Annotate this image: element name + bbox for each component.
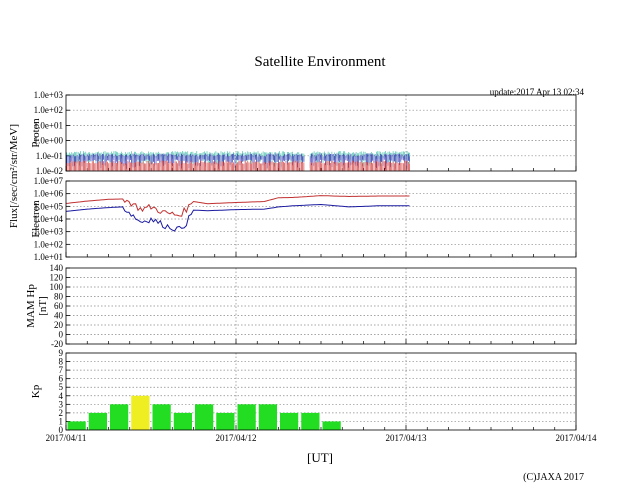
mam-ytick-label: 100 [50, 282, 64, 292]
proton-ytick-label: 1.0e+02 [34, 105, 63, 115]
mam-ytick-label: 120 [50, 273, 64, 283]
x-tick-label: 2017/04/11 [46, 433, 87, 443]
kp-ytick-label: 1 [59, 416, 64, 426]
proton-ytick-label: 1.0e+00 [34, 136, 64, 146]
x-tick-label: 2017/04/13 [385, 433, 427, 443]
mam-ylabel: MAM Hp [25, 284, 37, 328]
mam-yunit: [nT] [37, 296, 49, 316]
kp-ytick-label: 3 [59, 399, 64, 409]
electron-ylabel: Electron [30, 200, 42, 238]
proton-ytick-label: 1.0e-01 [36, 151, 63, 161]
electron-ytick-label: 1.0e+06 [34, 189, 64, 199]
kp-bar-10 [280, 412, 299, 430]
kp-bar-8 [237, 404, 256, 430]
kp-ytick-label: 8 [59, 357, 64, 367]
kp-bar-1 [88, 412, 107, 430]
x-tick-label: 2017/04/14 [555, 433, 597, 443]
kp-bar-0 [67, 421, 86, 430]
mam-ytick-label: 20 [54, 320, 64, 330]
electron-ytick-label: 1.0e+07 [34, 176, 64, 186]
copyright-text: (C)JAXA 2017 [523, 472, 584, 483]
mam-ytick-label: 140 [50, 263, 64, 273]
proton-series-2 [66, 160, 410, 171]
x-tick-label: 2017/04/12 [215, 433, 256, 443]
proton-ytick-label: 1.0e+01 [34, 120, 63, 130]
kp-ytick-label: 5 [59, 382, 64, 392]
electron-ytick-label: 1.0e+04 [34, 214, 64, 224]
proton-series-0 [66, 151, 410, 167]
proton-frame [65, 94, 577, 172]
electron-frame [65, 180, 577, 258]
mam-frame [65, 267, 577, 345]
electron-panel: 1.0e+07 1.0e+06 1.0e+05 1.0e+04 1.0e+03 1.0e+… [30, 176, 577, 262]
mam-ytick-label: 80 [54, 292, 64, 302]
update-timestamp: update:2017 Apr 13 02:34 [490, 87, 585, 97]
x-axis-unit: [UT] [307, 450, 333, 465]
kp-ytick-label: 6 [59, 374, 64, 384]
kp-ylabel: Kp [30, 384, 42, 398]
kp-bar-11 [301, 412, 320, 430]
electron-ytick-label: 1.0e+01 [34, 252, 63, 262]
proton-ytick-label: 1.0e-02 [36, 166, 63, 176]
electron-series-0 [65, 195, 410, 217]
kp-bar-12 [322, 421, 341, 430]
kp-ytick-label: 9 [59, 348, 64, 358]
kp-bar-6 [195, 404, 214, 430]
kp-bar-3 [131, 395, 150, 430]
electron-ytick-label: 1.0e+02 [34, 239, 63, 249]
kp-ytick-label: 4 [59, 391, 64, 401]
mam-ytick-label: 40 [54, 311, 64, 321]
proton-panel: 1.0e+03 1.0e+02 1.0e+01 1.0e+00 1.0e-01 1.0e-… [30, 90, 577, 176]
mam-ytick-label: -20 [51, 339, 63, 349]
kp-ytick-label: 2 [59, 408, 64, 418]
electron-series-1 [65, 203, 410, 232]
kp-bar-5 [173, 412, 192, 430]
kp-bar-9 [258, 404, 277, 430]
kp-bar-7 [216, 412, 235, 430]
mam-ytick-label: 60 [54, 301, 64, 311]
proton-ytick-label: 1.0e+03 [34, 90, 64, 100]
kp-ytick-label: 7 [59, 365, 64, 375]
kp-bar-4 [152, 404, 171, 430]
mam-ytick-label: 0 [59, 330, 64, 340]
proton-ylabel: Proton [30, 118, 42, 148]
kp-frame [65, 352, 577, 431]
electron-ytick-label: 1.0e+03 [34, 227, 64, 237]
kp-ytick-label: 0 [59, 425, 64, 435]
chart-title: Satellite Environment [254, 54, 386, 70]
electron-ytick-label: 1.0e+05 [34, 201, 64, 211]
proton-series-1 [66, 153, 410, 169]
kp-bar-2 [110, 404, 129, 430]
flux-axis-label: Flux[/sec/cm²/str/MeV] [8, 124, 20, 228]
